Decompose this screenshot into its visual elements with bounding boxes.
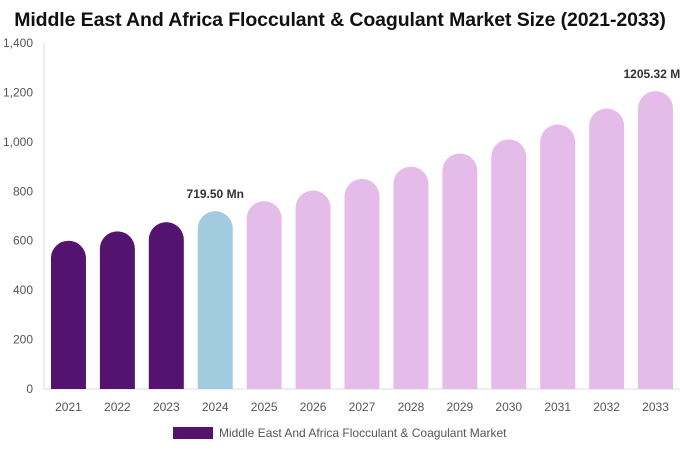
- x-tick-label: 2023: [153, 400, 180, 414]
- y-tick-label: 1,200: [3, 85, 33, 99]
- data-label: 719.50 Mn: [187, 187, 244, 201]
- bar-2029: [442, 153, 478, 389]
- bar-2025: [246, 201, 282, 389]
- x-tick-label: 2022: [104, 400, 131, 414]
- x-tick-label: 2029: [446, 400, 473, 414]
- x-tick-label: 2028: [398, 400, 425, 414]
- legend: Middle East And Africa Flocculant & Coag…: [173, 425, 506, 441]
- bar-2026: [295, 190, 331, 389]
- y-tick-label: 1,000: [3, 135, 33, 149]
- x-tick-label: 2030: [495, 400, 522, 414]
- bar-2021: [50, 240, 86, 389]
- x-tick-label: 2027: [349, 400, 376, 414]
- legend-label: Middle East And Africa Flocculant & Coag…: [219, 426, 507, 440]
- x-tick-label: 2026: [300, 400, 327, 414]
- data-label: 1205.32 Mn: [624, 67, 680, 81]
- bar-2022: [99, 231, 135, 389]
- x-tick-label: 2031: [544, 400, 571, 414]
- x-tick-label: 2021: [55, 400, 82, 414]
- bar-2031: [540, 124, 576, 390]
- bar-2033: [638, 91, 674, 389]
- bar-2030: [491, 139, 527, 389]
- x-tick-label: 2033: [642, 400, 669, 414]
- bar-2032: [589, 108, 625, 389]
- y-tick-label: 600: [13, 234, 33, 248]
- y-tick-label: 200: [13, 333, 33, 347]
- bar-2028: [393, 166, 429, 389]
- y-tick-label: 1,400: [3, 36, 33, 50]
- bar-2024: [197, 211, 233, 389]
- bar-2027: [344, 178, 380, 389]
- chart-title: Middle East And Africa Flocculant & Coag…: [14, 9, 666, 31]
- x-tick-label: 2024: [202, 400, 229, 414]
- y-tick-label: 400: [13, 283, 33, 297]
- y-tick-label: 800: [13, 184, 33, 198]
- y-tick-label: 0: [26, 382, 33, 396]
- x-tick-label: 2025: [251, 400, 278, 414]
- x-tick-label: 2032: [593, 400, 620, 414]
- legend-swatch: [173, 427, 213, 439]
- bar-2023: [148, 222, 184, 389]
